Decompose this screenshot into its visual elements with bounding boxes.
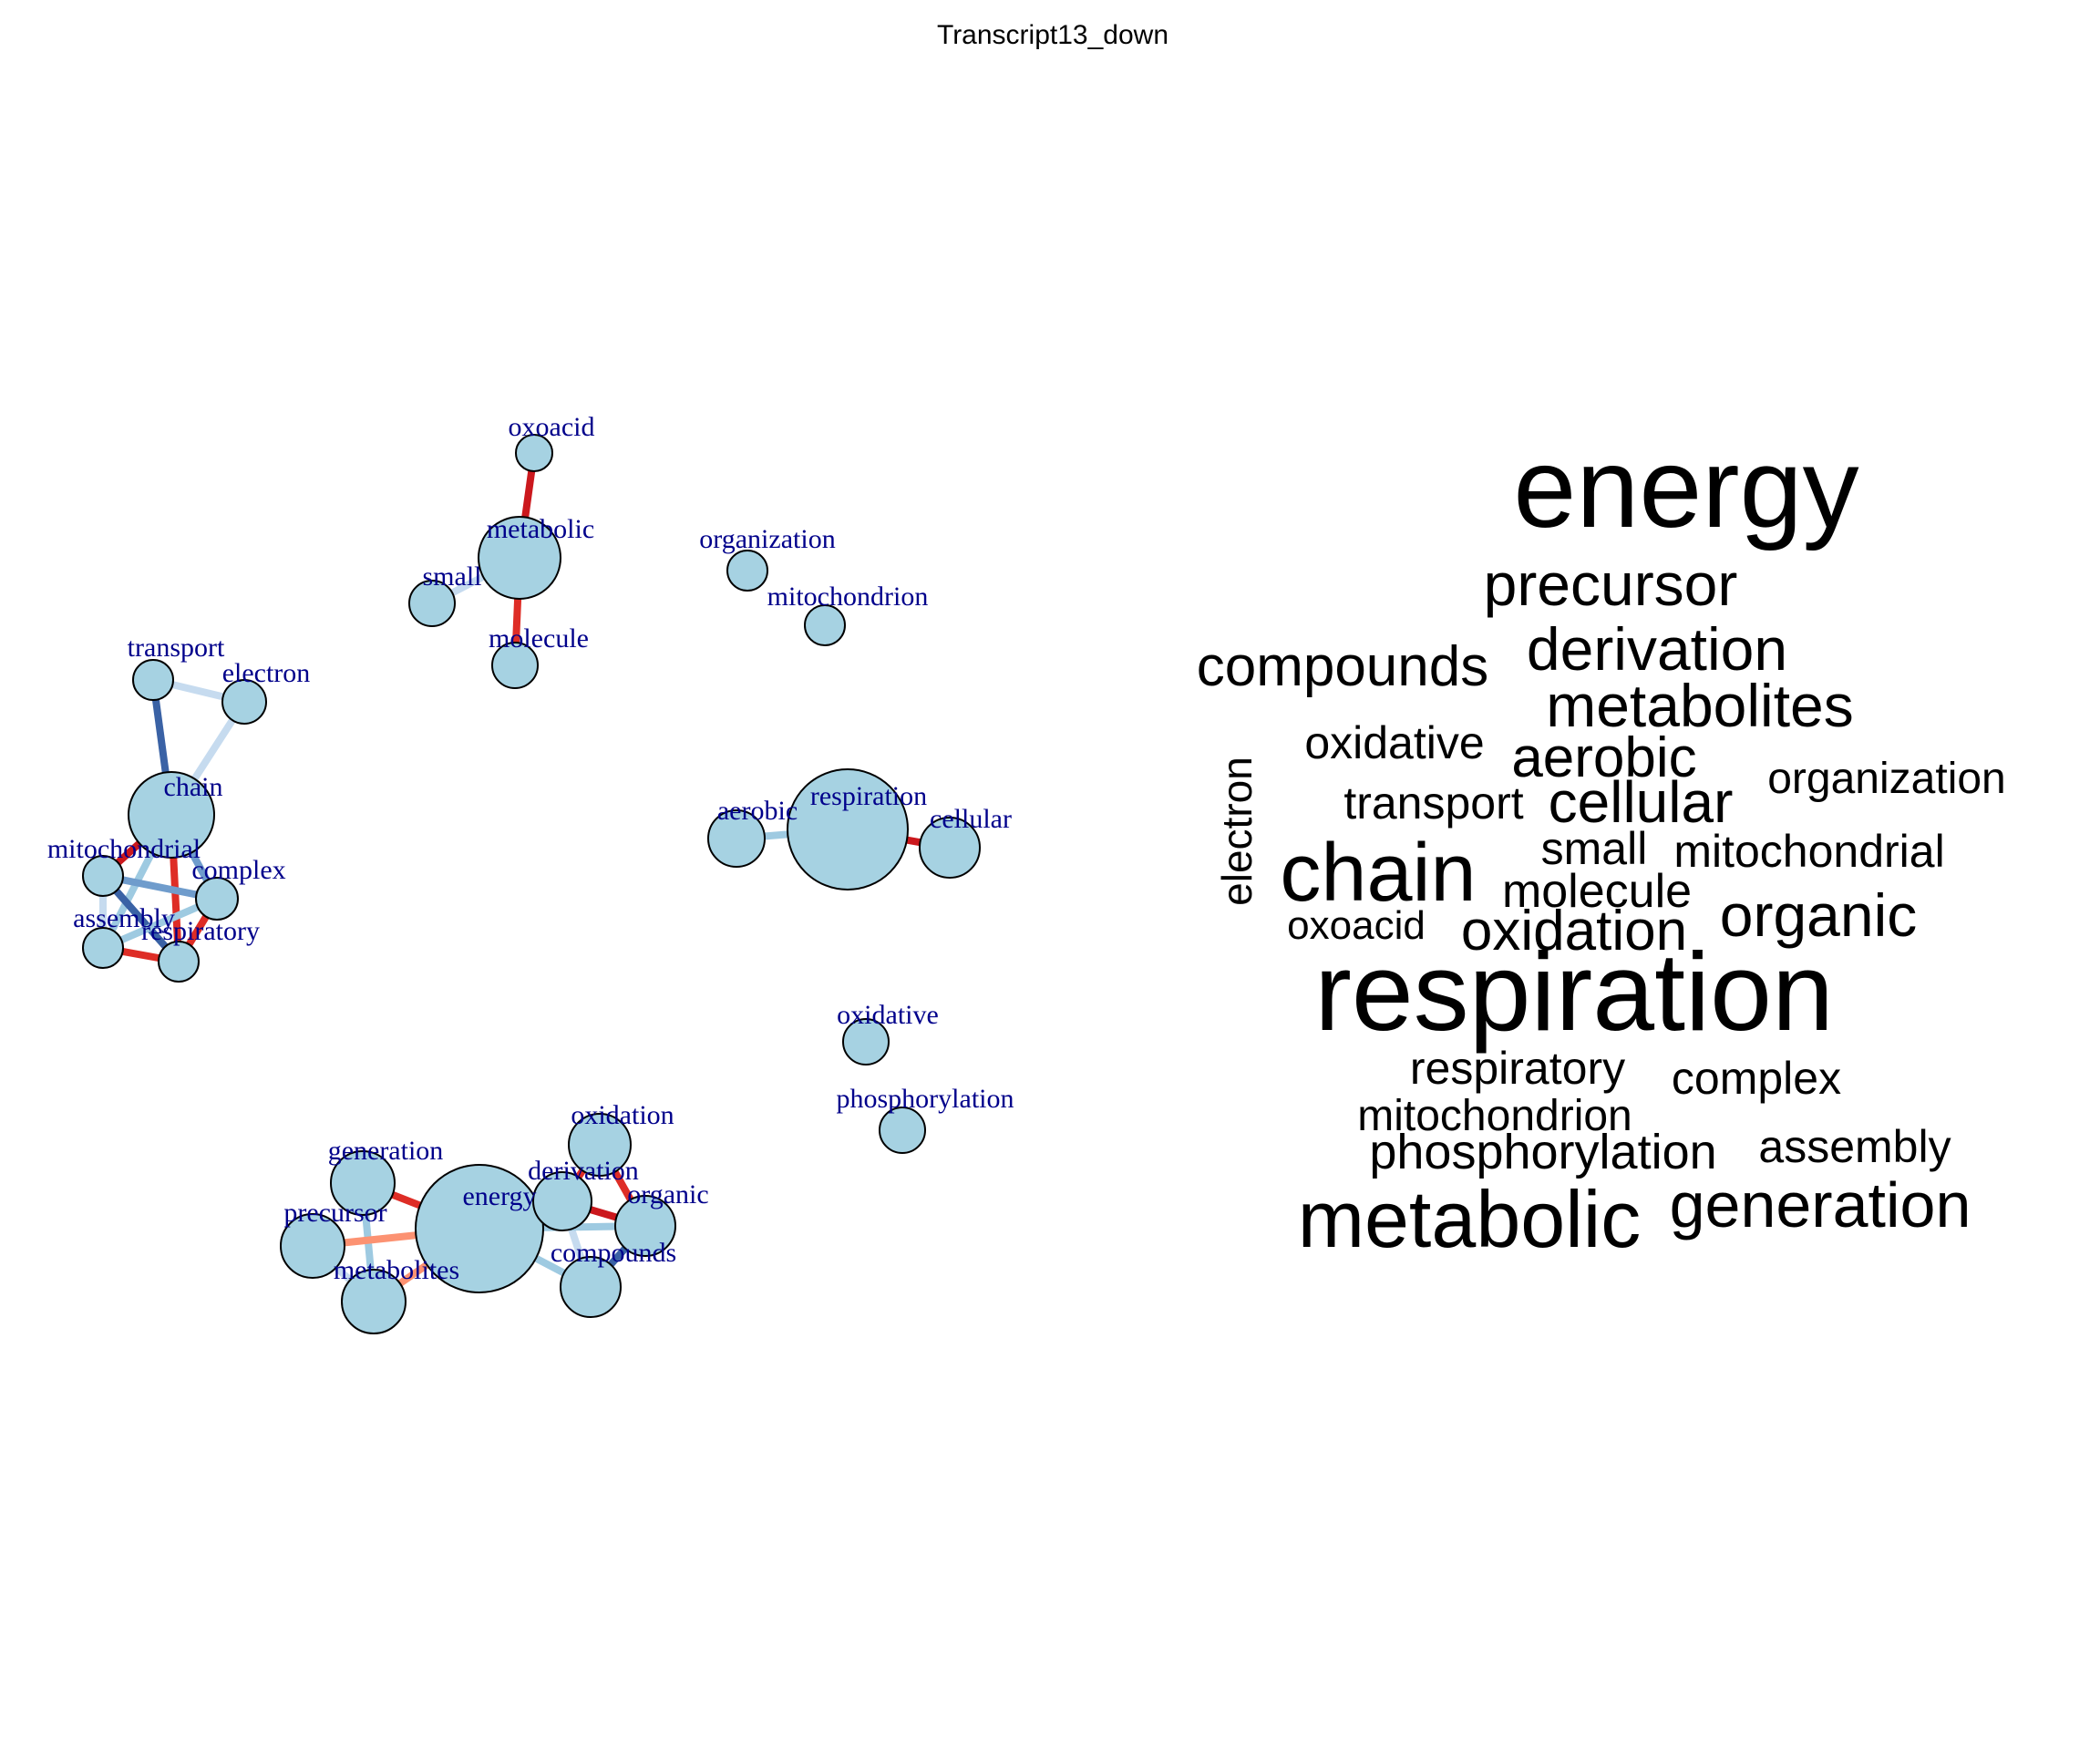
cloud-word-complex: complex [1672, 1053, 1841, 1104]
cloud-word-metabolic: metabolic [1298, 1174, 1642, 1264]
cloud-word-respiration: respiration [1314, 930, 1834, 1054]
node-complex [195, 877, 239, 921]
node-label-aerobic: aerobic [717, 796, 798, 826]
node-label-metabolites: metabolites [334, 1255, 459, 1285]
node-cellular [919, 817, 981, 879]
cloud-word-chain: chain [1280, 828, 1476, 919]
node-label-small: small [423, 561, 482, 592]
node-label-molecule: molecule [489, 623, 589, 654]
node-assembly [82, 927, 124, 969]
node-label-complex: complex [191, 855, 285, 885]
cloud-word-oxoacid: oxoacid [1287, 903, 1426, 948]
node-electron [221, 679, 267, 725]
node-label-chain: chain [164, 772, 223, 802]
node-label-assembly: assembly [73, 903, 175, 933]
cloud-word-transport: transport [1343, 777, 1523, 829]
cloud-word-aerobic: aerobic [1511, 726, 1696, 789]
cloud-word-cellular: cellular [1549, 769, 1734, 835]
cloud-word-generation: generation [1670, 1169, 1971, 1240]
node-oxoacid [515, 434, 553, 472]
node-label-organic: organic [627, 1179, 708, 1210]
node-derivation [532, 1171, 592, 1231]
cloud-word-mitochondrion: mitochondrion [1357, 1092, 1632, 1140]
cloud-word-mitochondrial: mitochondrial [1673, 826, 1944, 877]
node-label-mitochondrion: mitochondrion [767, 582, 929, 612]
node-label-electron: electron [222, 658, 311, 688]
node-label-cellular: cellular [930, 804, 1012, 834]
cloud-word-phosphorylation: phosphorylation [1369, 1125, 1716, 1179]
node-molecule [491, 642, 539, 689]
node-phosphorylation [879, 1107, 926, 1154]
cloud-word-organization: organization [1767, 755, 2006, 803]
cloud-word-assembly: assembly [1758, 1121, 1951, 1172]
node-compounds [560, 1256, 622, 1318]
node-label-respiration: respiration [810, 781, 927, 811]
node-label-generation: generation [328, 1136, 444, 1166]
node-label-metabolic: metabolic [487, 514, 594, 544]
node-transport [132, 659, 174, 701]
node-label-oxidative: oxidative [837, 1000, 939, 1030]
cloud-word-organic: organic [1720, 881, 1917, 949]
cloud-word-derivation: derivation [1527, 615, 1787, 683]
node-label-compounds: compounds [551, 1238, 676, 1268]
node-oxidation [568, 1113, 632, 1177]
node-energy [415, 1164, 544, 1293]
node-label-respiratory: respiratory [141, 916, 260, 946]
node-respiration [787, 768, 909, 890]
cloud-word-molecule: molecule [1502, 865, 1692, 918]
cloud-word-electron: electron [1213, 757, 1261, 906]
node-organic [614, 1195, 676, 1257]
node-label-transport: transport [128, 633, 225, 663]
node-mitochondrial [82, 855, 124, 897]
node-mitochondrion [804, 604, 846, 646]
node-layer [82, 434, 981, 1334]
node-label-precursor: precursor [283, 1198, 386, 1228]
node-respiratory [158, 941, 200, 983]
cloud-word-respiratory: respiratory [1410, 1043, 1625, 1094]
node-precursor [280, 1213, 345, 1279]
cloud-word-metabolites: metabolites [1546, 672, 1854, 739]
cloud-word-precursor: precursor [1484, 551, 1738, 618]
node-label-derivation: derivation [528, 1156, 639, 1186]
node-label-energy: energy [462, 1181, 536, 1211]
node-label-phosphorylation: phosphorylation [837, 1084, 1014, 1114]
cloud-word-energy: energy [1513, 426, 1858, 551]
node-label-oxidation: oxidation [571, 1100, 674, 1130]
node-label-mitochondrial: mitochondrial [47, 834, 201, 864]
node-label-organization: organization [699, 524, 835, 554]
node-aerobic [707, 809, 766, 868]
node-metabolites [341, 1269, 407, 1334]
node-organization [726, 550, 768, 592]
cloud-word-small: small [1541, 823, 1648, 874]
cloud-word-compounds: compounds [1197, 635, 1489, 698]
node-oxidative [842, 1018, 890, 1065]
node-generation [330, 1150, 396, 1216]
cloud-word-oxidative: oxidative [1304, 717, 1484, 768]
node-metabolic [478, 516, 561, 600]
figure-title: Transcript13_down [937, 20, 1168, 50]
node-chain [128, 771, 215, 859]
cloud-word-oxidation: oxidation [1461, 900, 1687, 962]
node-small [408, 580, 456, 627]
node-label-oxoacid: oxoacid [509, 412, 595, 442]
